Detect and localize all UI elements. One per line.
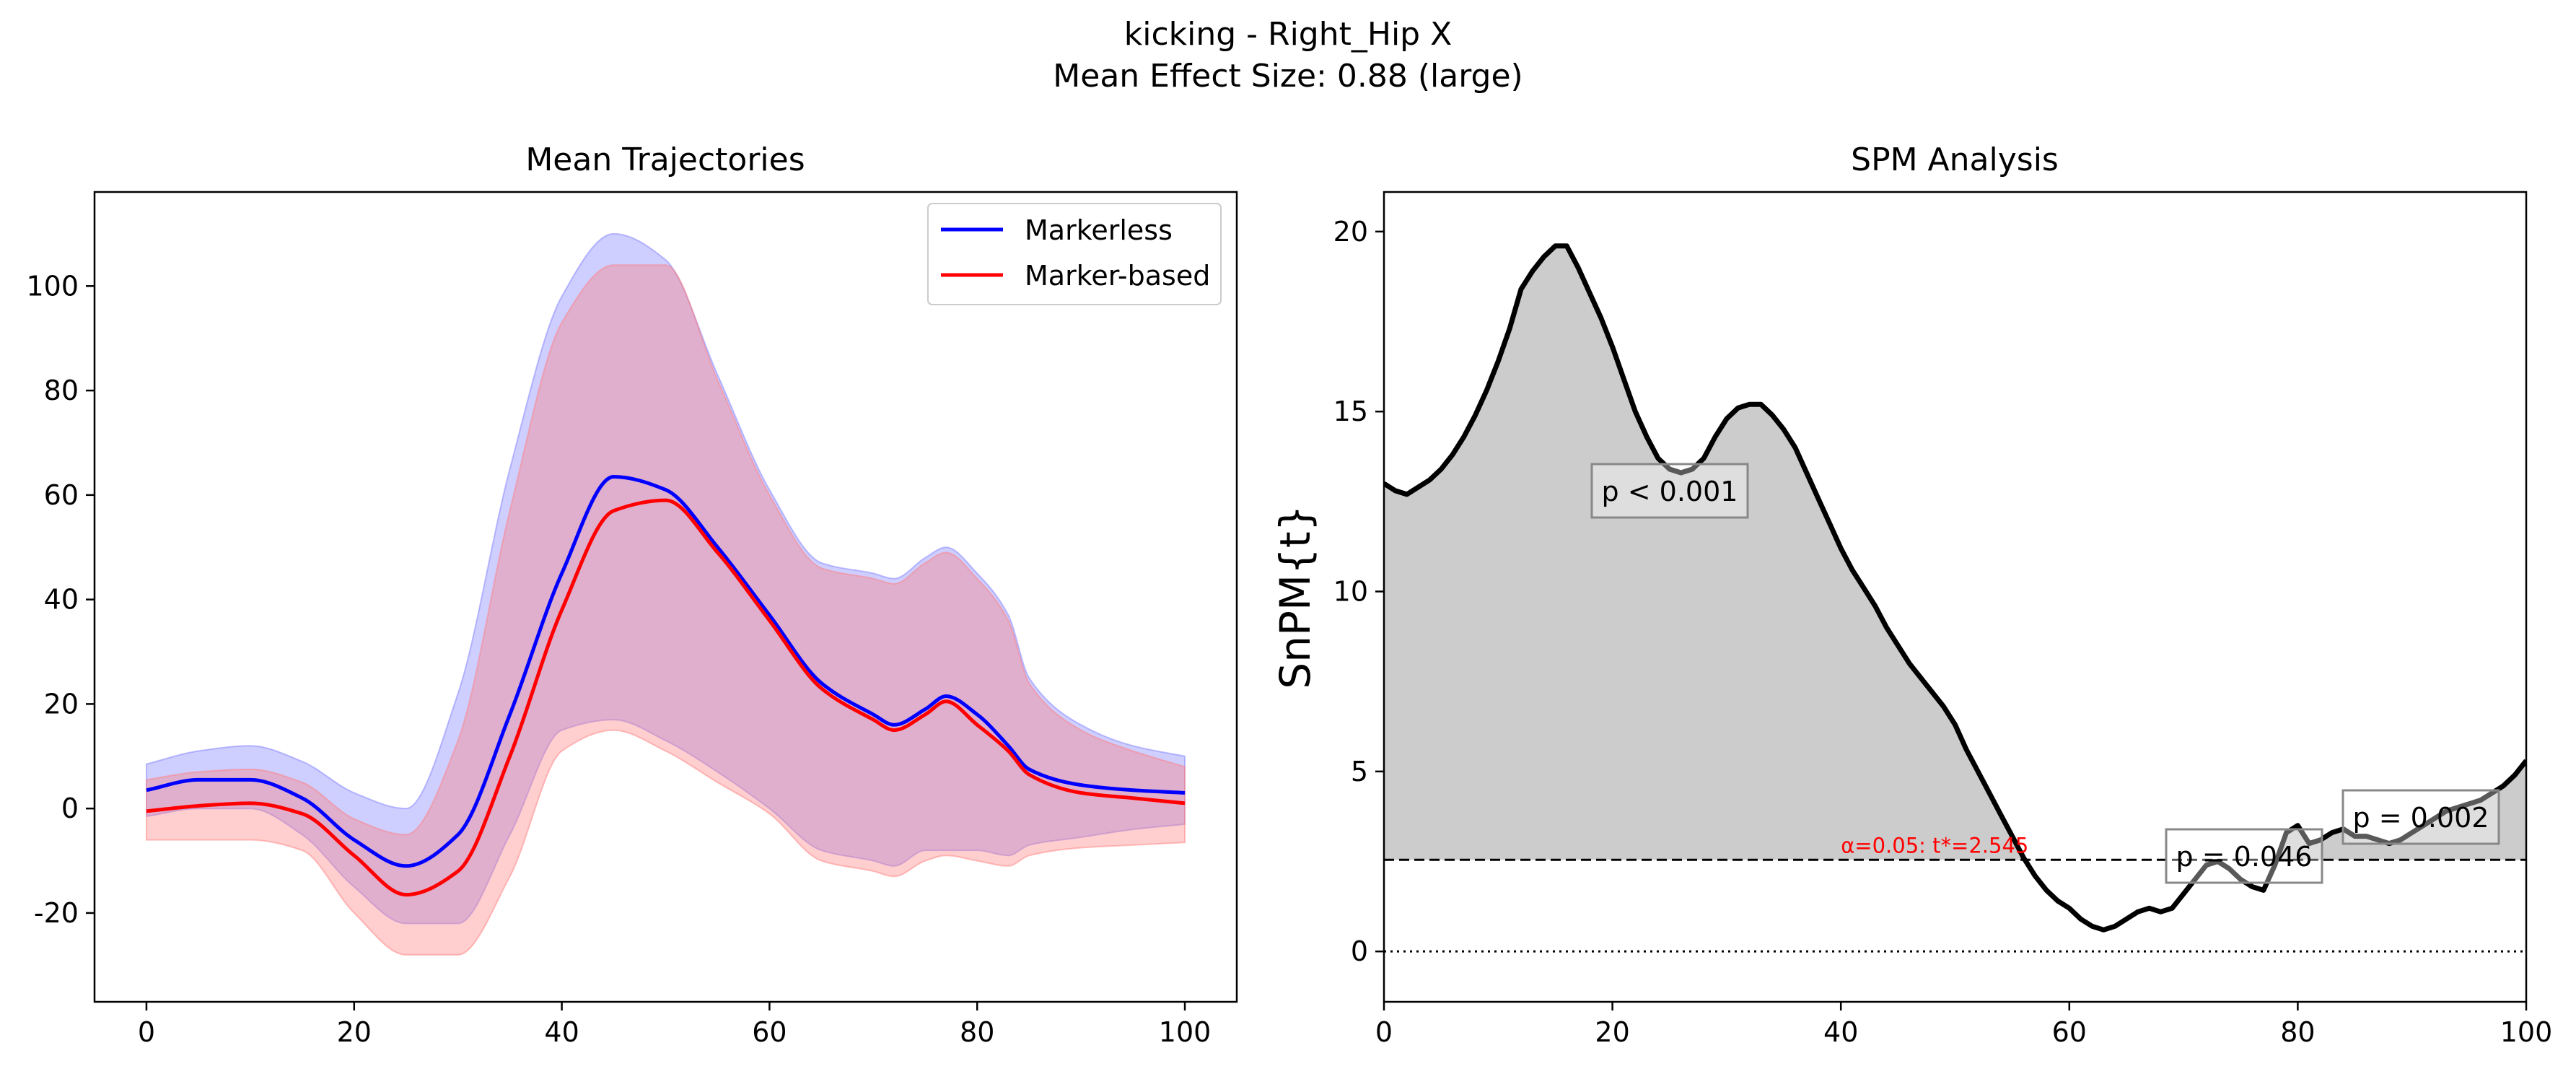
band-markerless <box>146 232 1186 925</box>
cluster-p-value-box: p < 0.001 <box>1590 463 1749 519</box>
left-x-tick-label: 80 <box>960 1016 994 1048</box>
cluster-p-value-label: p = 0.046 <box>2176 841 2313 873</box>
right-plot-area: α=0.05: t*=2.545 p < 0.001 p = 0.046 p = 0.… <box>1384 243 2526 953</box>
right-x-tick-label: 100 <box>2500 1016 2553 1048</box>
legend: Markerless Marker-based <box>927 203 1222 305</box>
left-x-tick-label: 40 <box>544 1016 579 1048</box>
legend-label-marker-based: Marker-based <box>1025 260 1210 292</box>
figure-title-line1: kicking - Right_Hip X <box>1124 16 1453 53</box>
left-plot-area <box>146 232 1186 956</box>
cluster-p-value-label: p = 0.002 <box>2353 802 2489 834</box>
cluster-box-frame <box>2165 828 2323 884</box>
right-y-tick-label: 15 <box>1333 396 1368 427</box>
mean-trajectories-panel: Mean Trajectories 0 20 40 60 80 100 -20 0 20 40 6… <box>26 141 1238 1048</box>
spm-analysis-panel: SPM Analysis α=0.05: t*=2.545 p < 0.001 p … <box>1271 141 2552 1048</box>
figure-title-line2: Mean Effect Size: 0.88 (large) <box>1053 58 1523 95</box>
right-y-tick-label: 10 <box>1333 576 1368 608</box>
right-x-tick-label: 80 <box>2280 1016 2315 1048</box>
spm-analysis-title: SPM Analysis <box>1851 141 2059 178</box>
left-x-axis: 0 20 40 60 80 100 <box>138 1002 1211 1048</box>
cluster-box-frame <box>1590 463 1749 519</box>
band-marker-based <box>146 264 1186 956</box>
right-y-tick-label: 20 <box>1333 216 1368 248</box>
right-y-tick-label: 0 <box>1351 935 1368 967</box>
right-y-tick-label: 5 <box>1351 756 1368 787</box>
left-axes-frame <box>93 191 1238 1003</box>
line-marker-based <box>146 498 1186 897</box>
cluster-p-value-box: p = 0.002 <box>2341 789 2500 845</box>
right-x-tick-label: 40 <box>1823 1016 1858 1048</box>
supra-threshold-region <box>1384 245 2526 860</box>
left-y-tick-label: 80 <box>44 375 79 406</box>
cluster-p-value-box: p = 0.046 <box>2165 828 2323 884</box>
left-y-tick-label: 20 <box>44 688 79 720</box>
left-y-tick-label: 40 <box>44 584 79 616</box>
cluster-p-value-label: p < 0.001 <box>1602 476 1738 507</box>
left-y-axis: -20 0 20 40 60 80 100 <box>26 270 95 929</box>
right-axes-frame <box>1383 191 2528 1003</box>
mean-trajectories-title: Mean Trajectories <box>525 141 805 178</box>
left-y-tick-label: -20 <box>34 897 79 929</box>
line-markerless <box>146 474 1186 868</box>
cluster-box-frame <box>2341 789 2500 845</box>
spm-curve <box>1384 243 2526 933</box>
right-y-axis: 0 5 10 15 20 <box>1333 216 1384 967</box>
left-x-tick-label: 60 <box>752 1016 787 1048</box>
left-y-tick-label: 60 <box>44 479 79 511</box>
legend-label-markerless: Markerless <box>1025 214 1173 246</box>
threshold-label: α=0.05: t*=2.545 <box>1841 833 2028 857</box>
left-x-tick-label: 20 <box>337 1016 372 1048</box>
right-x-tick-label: 20 <box>1595 1016 1629 1048</box>
left-y-tick-label: 100 <box>26 270 79 302</box>
spm-y-axis-label: SnPM{t} <box>1271 505 1320 689</box>
right-x-tick-label: 0 <box>1375 1016 1393 1048</box>
right-x-tick-label: 60 <box>2052 1016 2087 1048</box>
left-y-tick-label: 0 <box>61 793 79 824</box>
left-x-tick-label: 100 <box>1159 1016 1212 1048</box>
right-x-axis: 0 20 40 60 80 100 <box>1375 1002 2552 1048</box>
left-x-tick-label: 0 <box>138 1016 155 1048</box>
